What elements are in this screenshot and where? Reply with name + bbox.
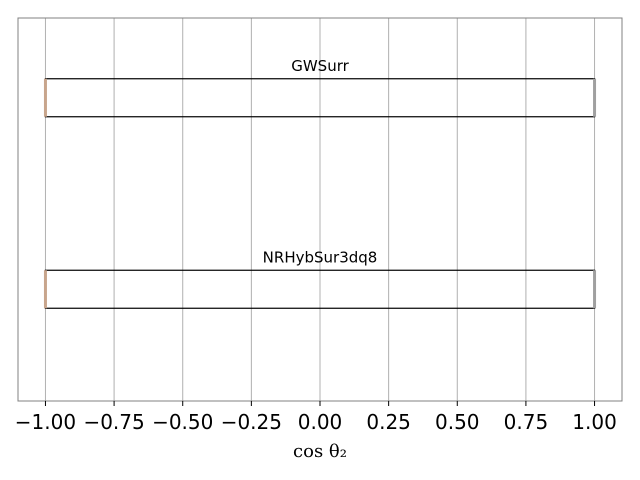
series-label: NRHybSur3dq8 bbox=[263, 248, 378, 266]
x-tick-label: 0.00 bbox=[298, 410, 343, 434]
series-label: GWSurr bbox=[291, 57, 349, 75]
x-axis-label: cos θ₂ bbox=[293, 441, 347, 462]
x-tick-label: −1.00 bbox=[15, 410, 76, 434]
x-tick-label: 0.75 bbox=[504, 410, 549, 434]
x-tick-label: 0.50 bbox=[435, 410, 480, 434]
box-plots: GWSurr NRHybSur3dq8 bbox=[43, 57, 597, 309]
x-tick-label: 1.00 bbox=[572, 410, 617, 434]
x-tick-label: −0.75 bbox=[83, 410, 144, 434]
x-tick-label: −0.25 bbox=[221, 410, 282, 434]
x-axis-ticks: −1.00 −0.75 −0.50 −0.25 0.00 0.25 0.50 0.75 1.00 bbox=[15, 401, 617, 434]
x-tick-label: 0.25 bbox=[366, 410, 411, 434]
x-tick-label: −0.50 bbox=[152, 410, 213, 434]
